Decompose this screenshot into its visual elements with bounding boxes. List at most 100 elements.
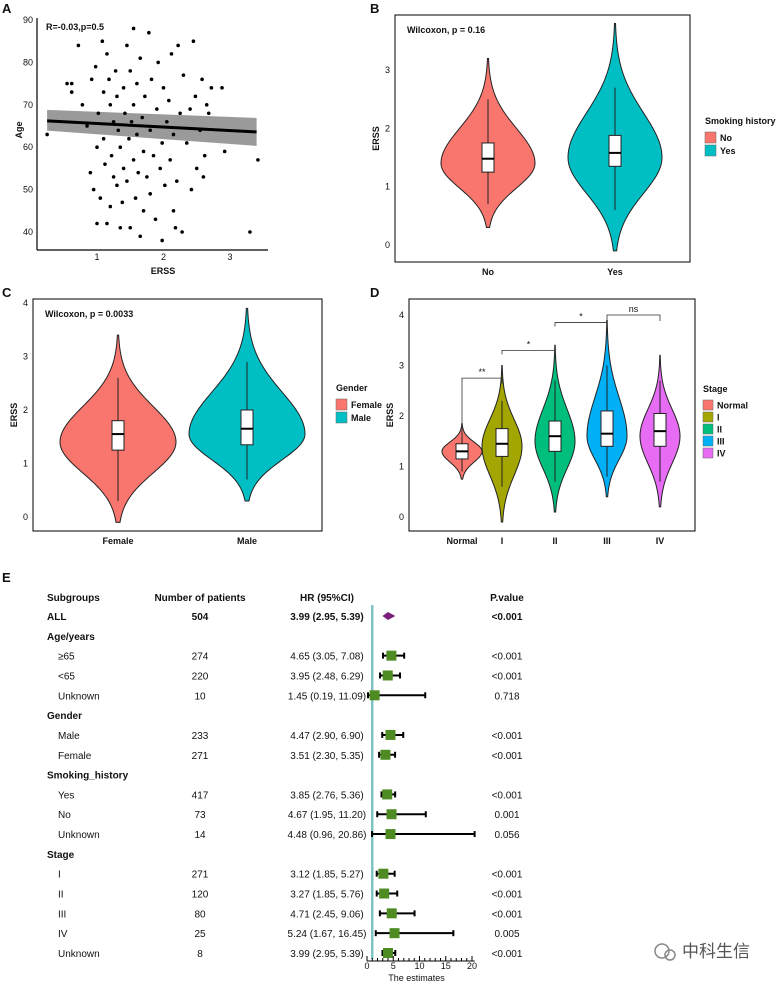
scatter-point	[95, 145, 99, 149]
x-tick-label: II	[552, 536, 557, 546]
box-iqr	[111, 420, 125, 451]
scatter-point	[171, 132, 176, 137]
row-patients: 10	[194, 691, 206, 702]
legend-label: Normal	[717, 401, 748, 411]
panel-c-violin: 0 1 2 3 4 ERSS Wilcoxon, p = 0.0033 Female Femal…	[9, 298, 382, 546]
scatter-point	[189, 187, 194, 192]
watermark: 中科生信	[654, 942, 750, 961]
significance-label: **	[478, 367, 486, 377]
hr-marker	[385, 829, 396, 840]
scatter-point	[200, 77, 204, 82]
scatter-point	[138, 56, 143, 60]
y-tick-label: 80	[23, 57, 33, 67]
row-patients: 271	[192, 751, 209, 762]
panel-b-violin: 0 1 2 3 ERSS Wilcoxon, p = 0.16 No No Yes Yes Smok…	[371, 14, 776, 277]
overall-diamond	[382, 612, 396, 620]
scatter-point	[169, 52, 174, 56]
wechat-icon	[654, 943, 670, 959]
row-label: No	[58, 810, 71, 821]
scatter-point	[116, 128, 121, 133]
x-tick-label: Normal	[446, 536, 477, 546]
scatter-point	[256, 158, 260, 162]
scatter-point	[123, 111, 127, 116]
box-iqr	[600, 410, 614, 447]
scatter-point	[95, 221, 99, 226]
y-tick-label: 0	[385, 240, 390, 250]
legend-label: II	[717, 425, 722, 435]
legend-label: I	[717, 413, 720, 423]
legend-title: Gender	[336, 383, 368, 393]
scatter-point	[160, 141, 164, 145]
row-label: II	[58, 890, 64, 901]
row-label: ALL	[47, 612, 66, 623]
legend-swatch	[702, 435, 714, 447]
scatter-point	[151, 153, 156, 158]
scatter-point	[191, 39, 196, 43]
plot-frame	[32, 298, 323, 532]
row-pvalue: 0.056	[494, 830, 519, 841]
y-axis-title: ERSS	[371, 126, 381, 151]
header-pvalue: P.value	[490, 593, 524, 604]
row-pvalue: <0.001	[492, 870, 523, 881]
y-tick-label: 90	[23, 15, 33, 25]
scatter-point	[180, 230, 184, 234]
section-label: Smoking_history	[47, 771, 129, 782]
scatter-point	[167, 98, 171, 103]
scatter-point	[45, 132, 49, 137]
y-axis-title: ERSS	[9, 403, 19, 428]
scatter-point	[105, 221, 109, 226]
row-label: ≥65	[58, 652, 75, 663]
scatter-point	[88, 170, 93, 175]
panel-label-a: A	[2, 1, 12, 16]
x-axis-title: ERSS	[151, 266, 176, 276]
scatter-point	[93, 64, 98, 69]
row-pvalue: 0.001	[494, 810, 519, 821]
scatter-point	[108, 103, 113, 107]
hr-marker	[386, 908, 397, 919]
hr-marker	[380, 749, 391, 760]
row-pvalue: 0.718	[494, 691, 519, 702]
box-iqr	[608, 134, 622, 167]
scatter-point	[100, 39, 105, 43]
significance-bracket	[554, 322, 608, 329]
row-pvalue: <0.001	[492, 949, 523, 960]
x-tick-label: 15	[441, 961, 451, 971]
hr-marker	[369, 690, 380, 701]
panel-e-forest: Subgroups Number of patients HR (95%CI) P.v…	[47, 593, 524, 983]
scatter-point	[202, 153, 207, 158]
y-tick-label: 60	[23, 142, 33, 152]
scatter-point	[80, 103, 85, 107]
row-label: Unknown	[58, 830, 100, 841]
scatter-point	[105, 52, 109, 56]
row-pvalue: <0.001	[492, 612, 523, 623]
row-label: I	[58, 870, 61, 881]
y-axis-title: Age	[14, 121, 24, 138]
row-hr: 4.65 (3.05, 7.08)	[290, 652, 363, 663]
y-tick-label: 50	[23, 185, 33, 195]
plot-frame	[408, 298, 696, 532]
significance-label: *	[527, 339, 531, 349]
panel-d-violin: 01234ERSSNormalNormalIIIIIIIIIIIIIVIVSta…	[385, 298, 748, 546]
row-patients: 73	[194, 810, 206, 821]
row-label: Yes	[58, 790, 74, 801]
row-patients: 8	[197, 949, 203, 960]
hr-marker	[382, 789, 393, 800]
legend-label: IV	[717, 449, 726, 459]
test-annotation: Wilcoxon, p = 0.0033	[45, 309, 133, 319]
wechat-icon-bubble	[664, 949, 676, 961]
row-hr: 3.99 (2.95, 5.39)	[290, 612, 363, 623]
scatter-point	[121, 86, 126, 90]
scatter-point	[148, 192, 152, 196]
row-patients: 80	[194, 909, 206, 920]
scatter-point	[161, 86, 166, 90]
scatter-point	[113, 69, 118, 73]
scatter-point	[125, 179, 129, 183]
scatter-point	[111, 119, 116, 124]
significance-bracket	[501, 349, 556, 357]
x-axis-title: The estimates	[388, 973, 445, 983]
scatter-point	[115, 183, 119, 188]
scatter-point	[181, 73, 186, 77]
scatter-point	[156, 60, 160, 65]
row-patients: 417	[192, 790, 209, 801]
box-iqr	[495, 428, 509, 457]
